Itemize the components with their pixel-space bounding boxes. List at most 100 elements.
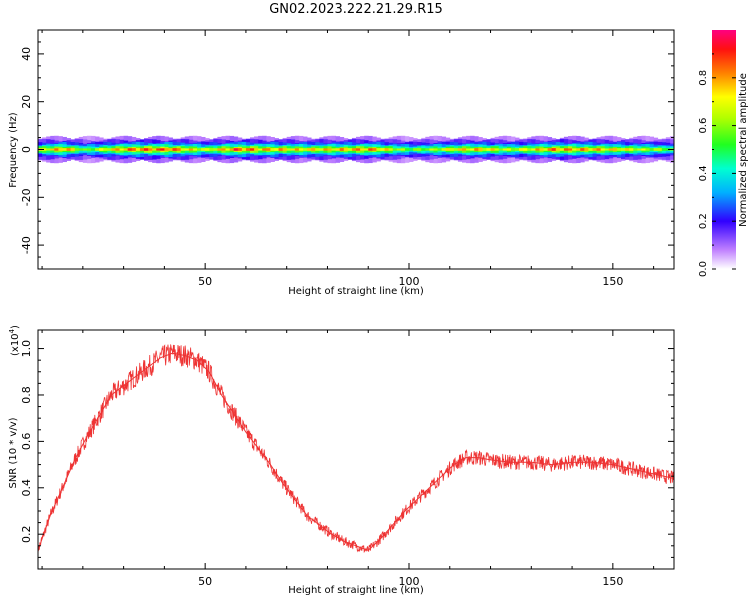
- spectral-cell: [372, 148, 377, 151]
- spectral-cell: [209, 148, 214, 151]
- spectral-cell: [584, 148, 589, 151]
- spectral-cell: [42, 148, 47, 151]
- spectral-cell: [506, 148, 512, 151]
- colorbar-tick-label: 0.6: [698, 118, 709, 134]
- spectral-cell: [441, 148, 447, 151]
- spectral-cell: [139, 148, 145, 151]
- spectral-cell: [417, 148, 422, 151]
- spectral-cell: [351, 148, 357, 151]
- spectral-cell: [274, 148, 279, 151]
- spectral-cell: [466, 148, 471, 151]
- spectral-cell: [95, 148, 100, 151]
- spectral-cell: [392, 148, 398, 151]
- spectral-cell: [478, 148, 483, 151]
- spectral-cell: [298, 148, 304, 151]
- spectral-cell: [563, 148, 569, 151]
- snr-ytick-label: 0.8: [20, 386, 33, 404]
- spectral-cell: [278, 148, 284, 151]
- spectral-cell: [107, 148, 112, 151]
- colorbar-tick-label: 0.2: [698, 213, 709, 229]
- spectral-cell: [307, 148, 312, 151]
- spectral-cell: [233, 148, 239, 151]
- spectral-cell: [62, 148, 67, 151]
- spectral-cell: [144, 148, 149, 151]
- spectral-cell: [319, 148, 324, 151]
- spectral-cell: [172, 148, 178, 151]
- spectral-cell: [482, 148, 487, 151]
- spectral-cell: [327, 148, 332, 151]
- spectral-cell: [380, 148, 385, 151]
- spectrogram-panel: 50 100 150 -40 -20 0 20 40 Height of straight …: [8, 29, 675, 297]
- colorbar-tick-label: 0.0: [698, 261, 709, 277]
- chart-title: GN02.2023.222.21.29.R15: [269, 2, 443, 17]
- spectral-cell: [625, 148, 630, 151]
- spectrogram-ytick-label: 20: [20, 95, 33, 109]
- spectral-cell: [396, 148, 402, 151]
- spectral-cell: [543, 148, 549, 151]
- spectral-cell: [315, 148, 320, 151]
- spectral-cell: [311, 148, 316, 151]
- spectral-cell: [616, 148, 622, 151]
- snr-ytick-label: 0.6: [20, 433, 33, 451]
- spectral-cell: [649, 148, 655, 151]
- spectral-cell: [46, 148, 51, 151]
- spectral-cell: [360, 148, 365, 151]
- spectral-cell: [604, 148, 610, 151]
- snr-xtick-label: 100: [399, 575, 420, 588]
- spectral-cell: [413, 148, 418, 151]
- spectral-cell: [303, 148, 308, 151]
- spectral-cell: [245, 148, 251, 151]
- spectral-cell: [547, 148, 553, 151]
- spectral-cell: [453, 148, 459, 151]
- spectral-cell: [205, 148, 210, 151]
- spectral-cell: [99, 148, 104, 151]
- spectral-cell: [290, 148, 296, 151]
- spectrogram-ytick-label: -40: [20, 236, 33, 254]
- spectral-cell: [156, 148, 161, 151]
- spectrogram-ytick-label: 0: [20, 146, 33, 153]
- spectral-cell: [409, 148, 414, 151]
- spectral-cell: [457, 148, 463, 151]
- snr-ylabel: SNR (10 * v/v): [8, 417, 19, 488]
- snr-panel: 50 100 150 0.2 0.4 0.6 0.8 1.0 Height of strai…: [8, 325, 675, 596]
- spectral-cell: [111, 148, 116, 151]
- spectral-cell: [225, 148, 231, 151]
- spectral-cell: [629, 148, 634, 151]
- spectral-cell: [188, 148, 194, 151]
- spectral-cell: [523, 148, 528, 151]
- spectral-cell: [217, 148, 222, 151]
- spectral-cell: [368, 148, 373, 151]
- spectral-cell: [445, 148, 451, 151]
- spectral-cell: [486, 148, 491, 151]
- colorbar: 0.0 0.2 0.4 0.6 0.8 Normalized spectral ampl…: [698, 30, 749, 277]
- spectral-cell: [429, 148, 434, 151]
- spectral-cell: [572, 148, 577, 151]
- spectral-cell: [661, 148, 667, 151]
- spectral-cell: [58, 148, 63, 151]
- spectral-cell: [421, 148, 426, 151]
- spectral-cell: [437, 148, 443, 151]
- spectral-cell: [657, 148, 663, 151]
- spectral-cell: [531, 148, 536, 151]
- spectral-cell: [192, 148, 198, 151]
- spectral-cell: [335, 148, 341, 151]
- spectral-cell: [576, 148, 581, 151]
- spectral-cell: [91, 148, 96, 151]
- spectral-cell: [152, 148, 157, 151]
- spectral-cell: [580, 148, 585, 151]
- spectrogram-ylabel: Frequency (Hz): [8, 112, 19, 188]
- spectral-cell: [494, 148, 500, 151]
- spectral-cell: [653, 148, 659, 151]
- colorbar-gradient: [712, 30, 736, 269]
- spectral-cell: [331, 148, 337, 151]
- spectral-cell: [241, 148, 247, 151]
- spectral-cell: [633, 148, 638, 151]
- spectral-cell: [539, 148, 544, 151]
- spectral-cell: [115, 148, 120, 151]
- spectral-cell: [449, 148, 455, 151]
- spectral-cell: [323, 148, 328, 151]
- snr-multiplier: (x104): [8, 325, 21, 356]
- spectral-cell: [404, 148, 410, 151]
- spectral-cell: [474, 148, 479, 151]
